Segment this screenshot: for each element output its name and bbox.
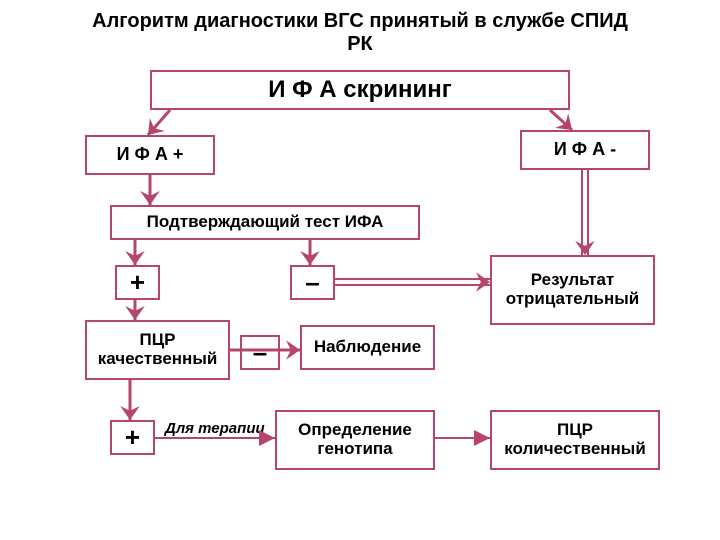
- node-plus2: +: [110, 420, 155, 455]
- node-pcr-qual: ПЦР качественный: [85, 320, 230, 380]
- node-ifa-minus: И Ф А -: [520, 130, 650, 170]
- node-minus1: –: [290, 265, 335, 300]
- node-genotype: Определение генотипа: [275, 410, 435, 470]
- flowchart-canvas: { "colors": { "border": "#b5446e", "arro…: [0, 0, 720, 540]
- node-screening: И Ф А скрининг: [150, 70, 570, 110]
- node-confirm: Подтверждающий тест ИФА: [110, 205, 420, 240]
- therapy-label: Для терапии: [165, 420, 265, 437]
- node-pcr-quant: ПЦР количественный: [490, 410, 660, 470]
- node-plus1: +: [115, 265, 160, 300]
- node-minus2: –: [240, 335, 280, 370]
- page-title: Алгоритм диагностики ВГС принятый в служ…: [90, 10, 630, 56]
- node-observe: Наблюдение: [300, 325, 435, 370]
- node-ifa-plus: И Ф А +: [85, 135, 215, 175]
- node-neg-result: Результат отрицательный: [490, 255, 655, 325]
